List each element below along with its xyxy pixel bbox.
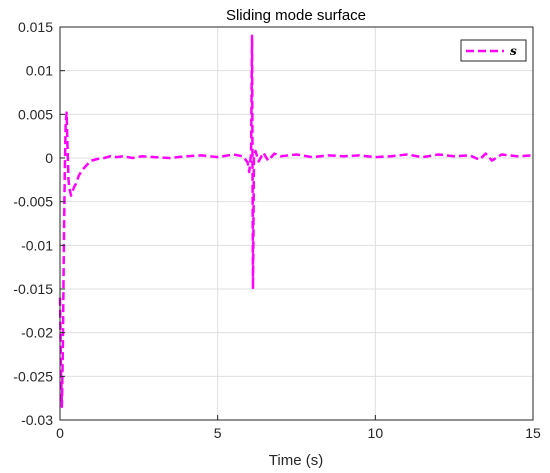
y-tick-label: -0.005 <box>13 194 53 210</box>
x-ticks: 0 5 10 15 <box>56 415 541 441</box>
x-axis-title: Time (s) <box>269 452 323 469</box>
y-tick-label: -0.02 <box>21 325 53 341</box>
plot-frame <box>59 26 534 421</box>
y-tick-label: -0.01 <box>21 237 53 253</box>
y-tick-label: 0.015 <box>18 19 53 35</box>
y-tick-label: 0.01 <box>26 63 53 79</box>
x-tick-label: 15 <box>525 425 541 441</box>
x-tick-label: 5 <box>214 425 222 441</box>
y-tick-label: 0.005 <box>18 106 53 122</box>
series-line-s <box>58 34 534 409</box>
y-tick-label: -0.025 <box>13 368 53 384</box>
y-ticks: -0.03 -0.025 -0.02 -0.015 -0.01 -0.005 0 0.005 0… <box>13 19 65 428</box>
y-tick-label: -0.03 <box>21 412 53 428</box>
legend: s <box>460 39 527 62</box>
plot-background <box>60 27 533 420</box>
series-layer <box>58 34 534 409</box>
chart-title: Sliding mode surface <box>226 7 366 24</box>
y-tick-label: 0 <box>45 150 53 166</box>
y-tick-label: -0.015 <box>13 281 53 297</box>
x-tick-label: 10 <box>368 425 384 441</box>
x-tick-label: 0 <box>56 425 64 441</box>
legend-label-s: s <box>510 44 517 58</box>
